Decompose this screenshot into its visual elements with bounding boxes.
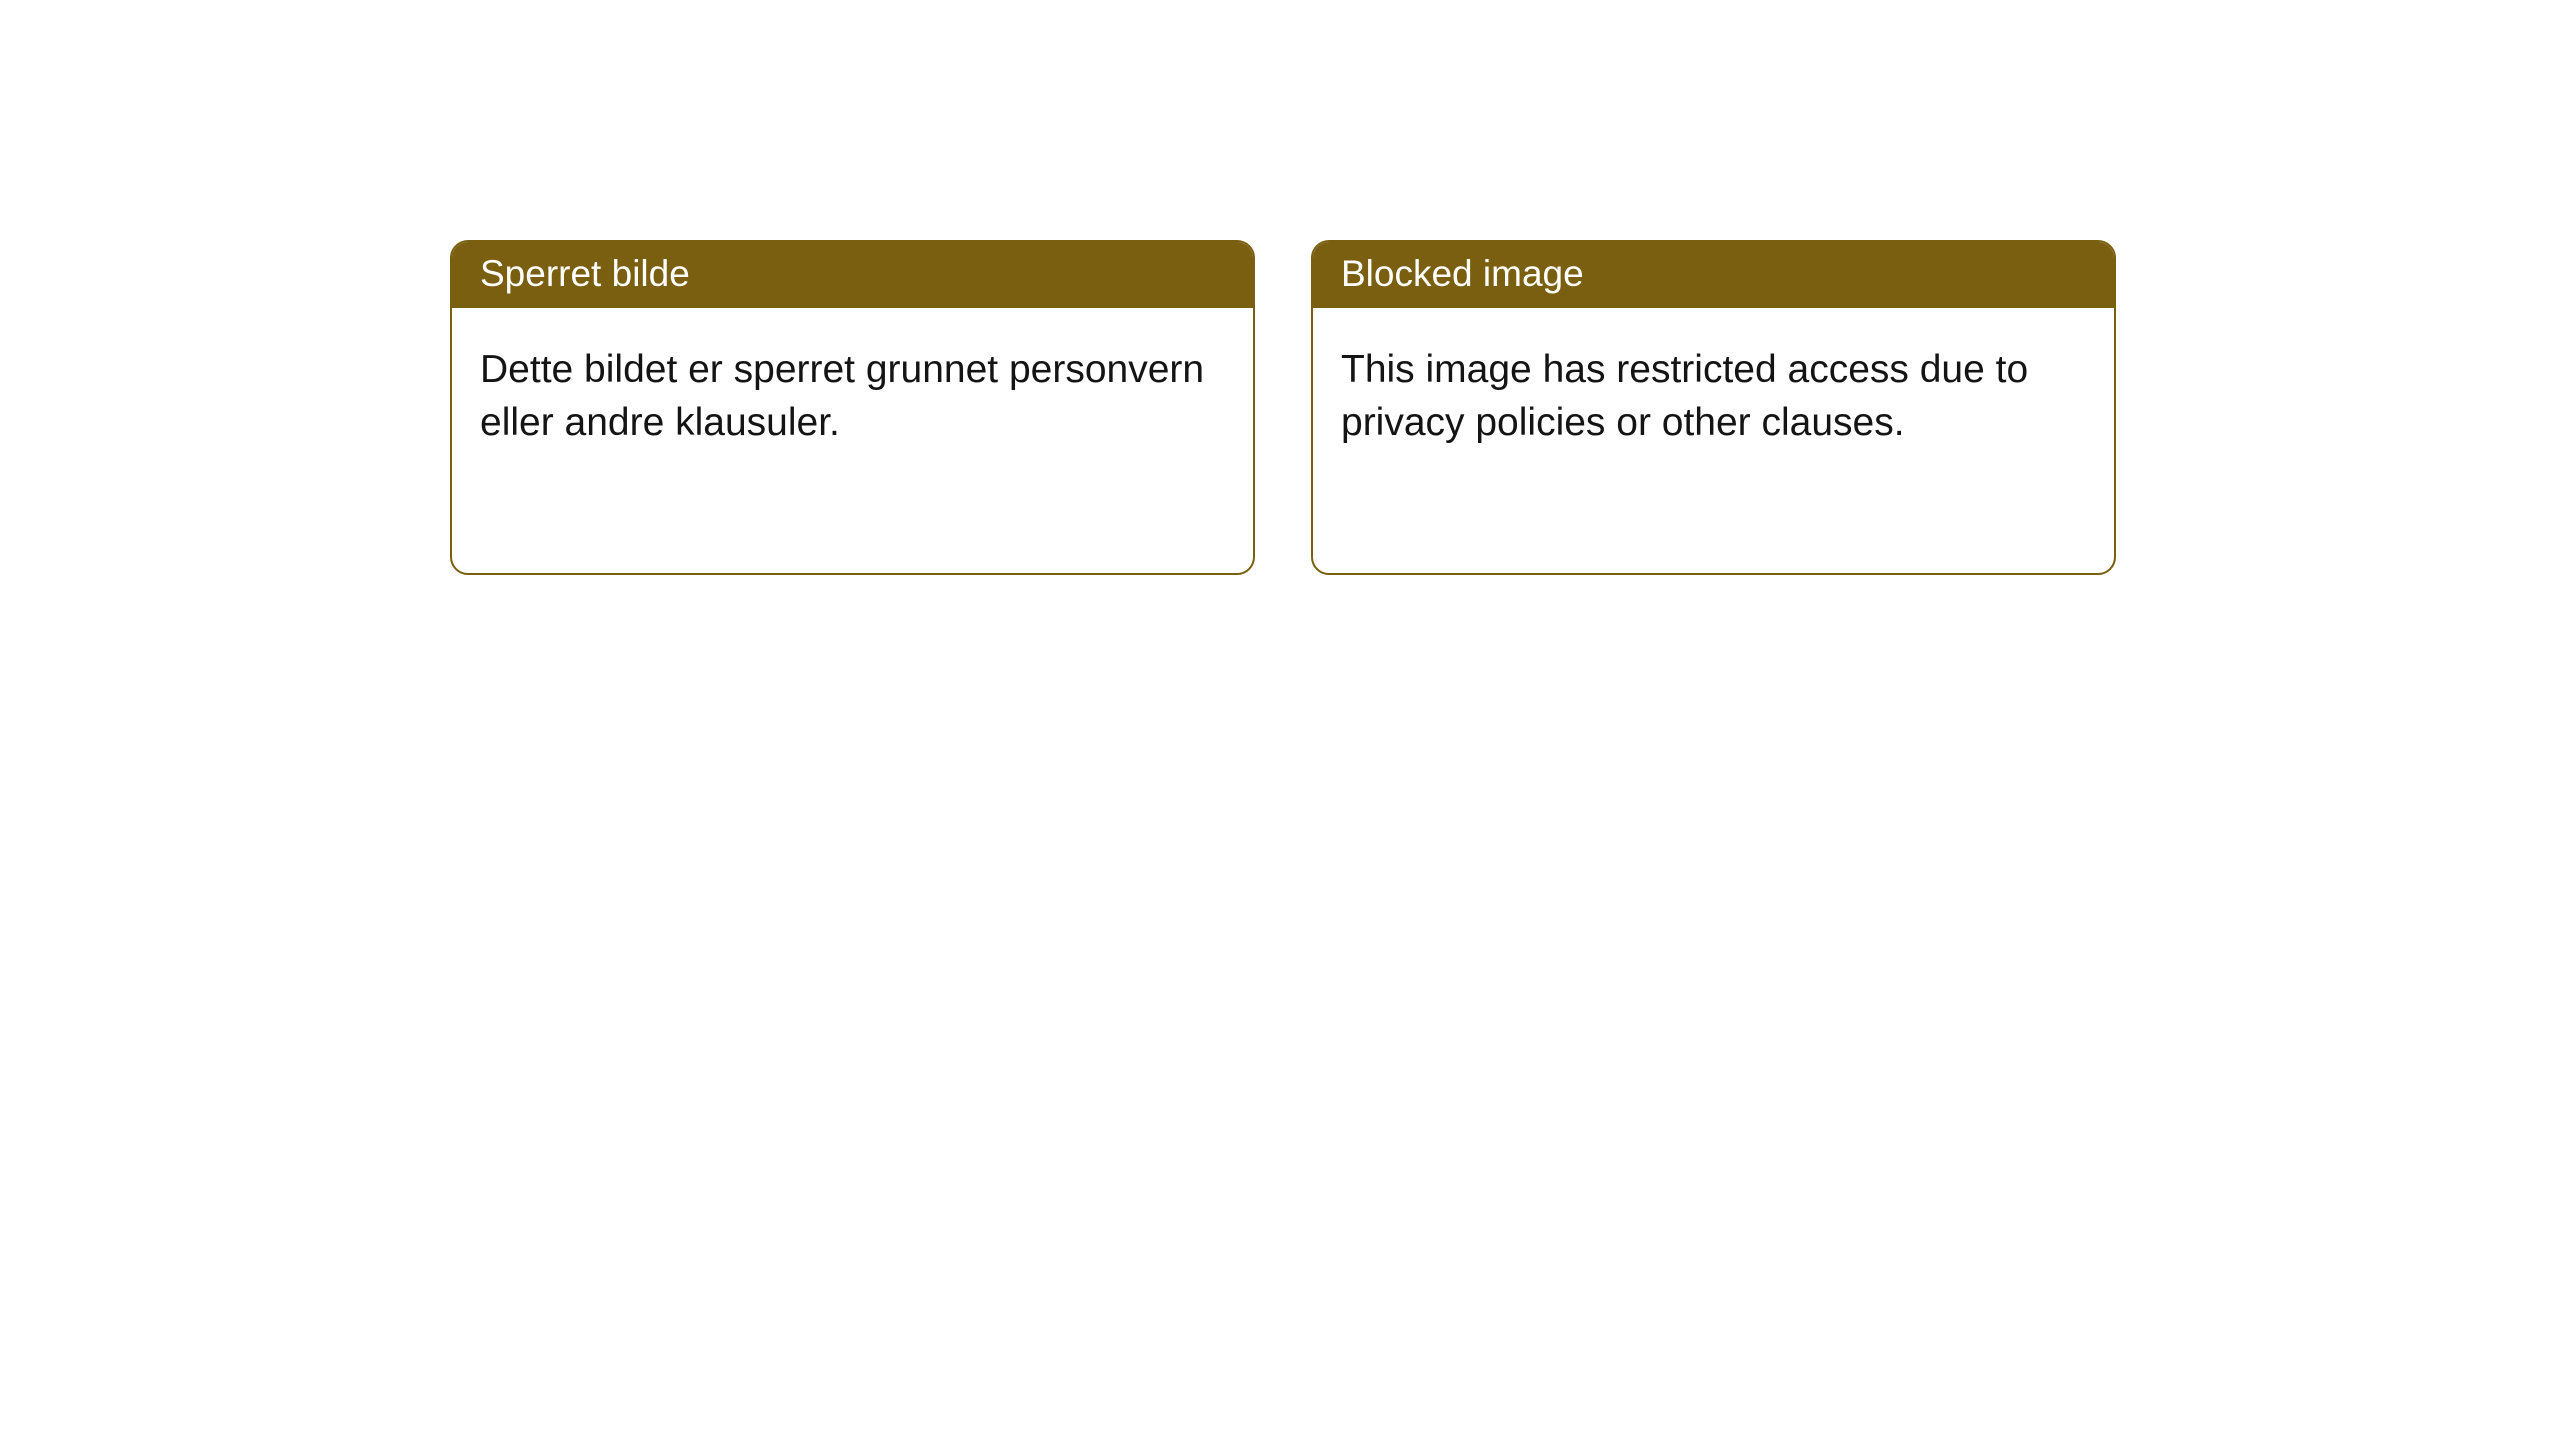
notice-card-english: Blocked image This image has restricted … (1311, 240, 2116, 575)
notice-container: Sperret bilde Dette bildet er sperret gr… (0, 0, 2560, 575)
notice-card-norwegian: Sperret bilde Dette bildet er sperret gr… (450, 240, 1255, 575)
notice-header: Blocked image (1313, 242, 2114, 308)
notice-body: Dette bildet er sperret grunnet personve… (452, 308, 1253, 477)
notice-header: Sperret bilde (452, 242, 1253, 308)
notice-body: This image has restricted access due to … (1313, 308, 2114, 477)
